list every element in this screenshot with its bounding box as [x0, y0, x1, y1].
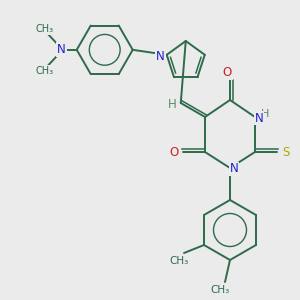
Text: CH₃: CH₃ — [210, 285, 230, 295]
Text: N: N — [57, 43, 66, 56]
Text: N: N — [255, 112, 263, 124]
Text: H: H — [261, 109, 269, 119]
Text: O: O — [169, 146, 178, 160]
Text: N: N — [230, 163, 238, 176]
Text: H: H — [167, 98, 176, 112]
Text: S: S — [282, 146, 290, 160]
Text: CH₃: CH₃ — [169, 256, 189, 266]
Text: CH₃: CH₃ — [36, 66, 54, 76]
Text: CH₃: CH₃ — [36, 24, 54, 34]
Text: O: O — [222, 67, 232, 80]
Text: N: N — [156, 50, 165, 63]
